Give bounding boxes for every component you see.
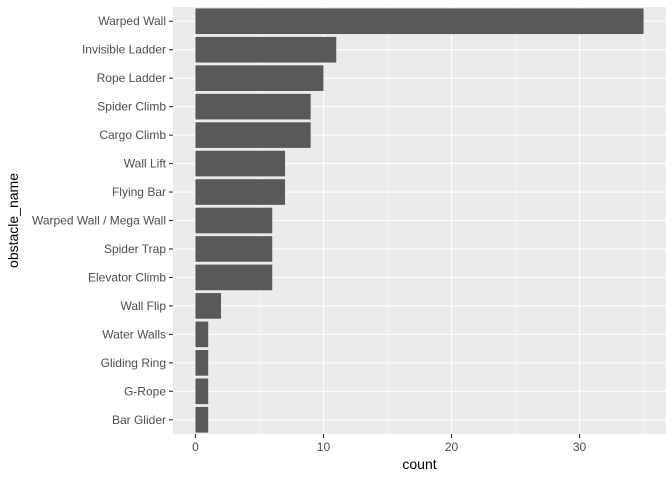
bar [195,65,324,91]
bar [195,122,311,148]
y-tick-label: Water Walls [102,327,166,341]
y-tick-label: Rope Ladder [97,71,166,85]
x-tick-label: 10 [317,440,331,454]
y-tick-label: Spider Trap [104,242,166,256]
x-tick-label: 30 [573,440,587,454]
y-tick-label: G-Rope [124,384,166,398]
bar [195,406,209,433]
y-tick-label: Cargo Climb [99,128,166,142]
bars [195,8,644,433]
bar [195,236,273,262]
x-axis-title: count [402,456,436,472]
bar [195,350,209,376]
y-tick-label: Gliding Ring [101,356,166,370]
bar [195,8,644,35]
bar [195,321,209,348]
bar [195,207,273,234]
y-tick-label: Warped Wall / Mega Wall [32,214,166,228]
x-axis: 0 10 20 30 [192,434,587,454]
y-axis: Warped Wall Invisible Ladder Rope Ladder Sp… [32,14,173,427]
y-tick-label: Elevator Climb [88,270,166,284]
y-tick-label: Spider Climb [97,100,166,114]
x-tick-label: 20 [445,440,459,454]
y-tick-label: Bar Glider [112,413,166,427]
bar [195,93,311,120]
y-axis-title: obstacle_name [5,173,21,268]
y-tick-label: Invisible Ladder [82,43,166,57]
bar [195,378,209,405]
y-tick-label: Wall Flip [120,299,166,313]
x-tick-label: 0 [192,440,199,454]
y-tick-label: Warped Wall [98,14,166,28]
bar [195,293,222,319]
bar [195,179,286,205]
bar [195,36,337,63]
y-tick-label: Wall Lift [124,157,167,171]
y-tick-label: Flying Bar [112,185,166,199]
bar [195,264,273,291]
bar [195,150,286,177]
